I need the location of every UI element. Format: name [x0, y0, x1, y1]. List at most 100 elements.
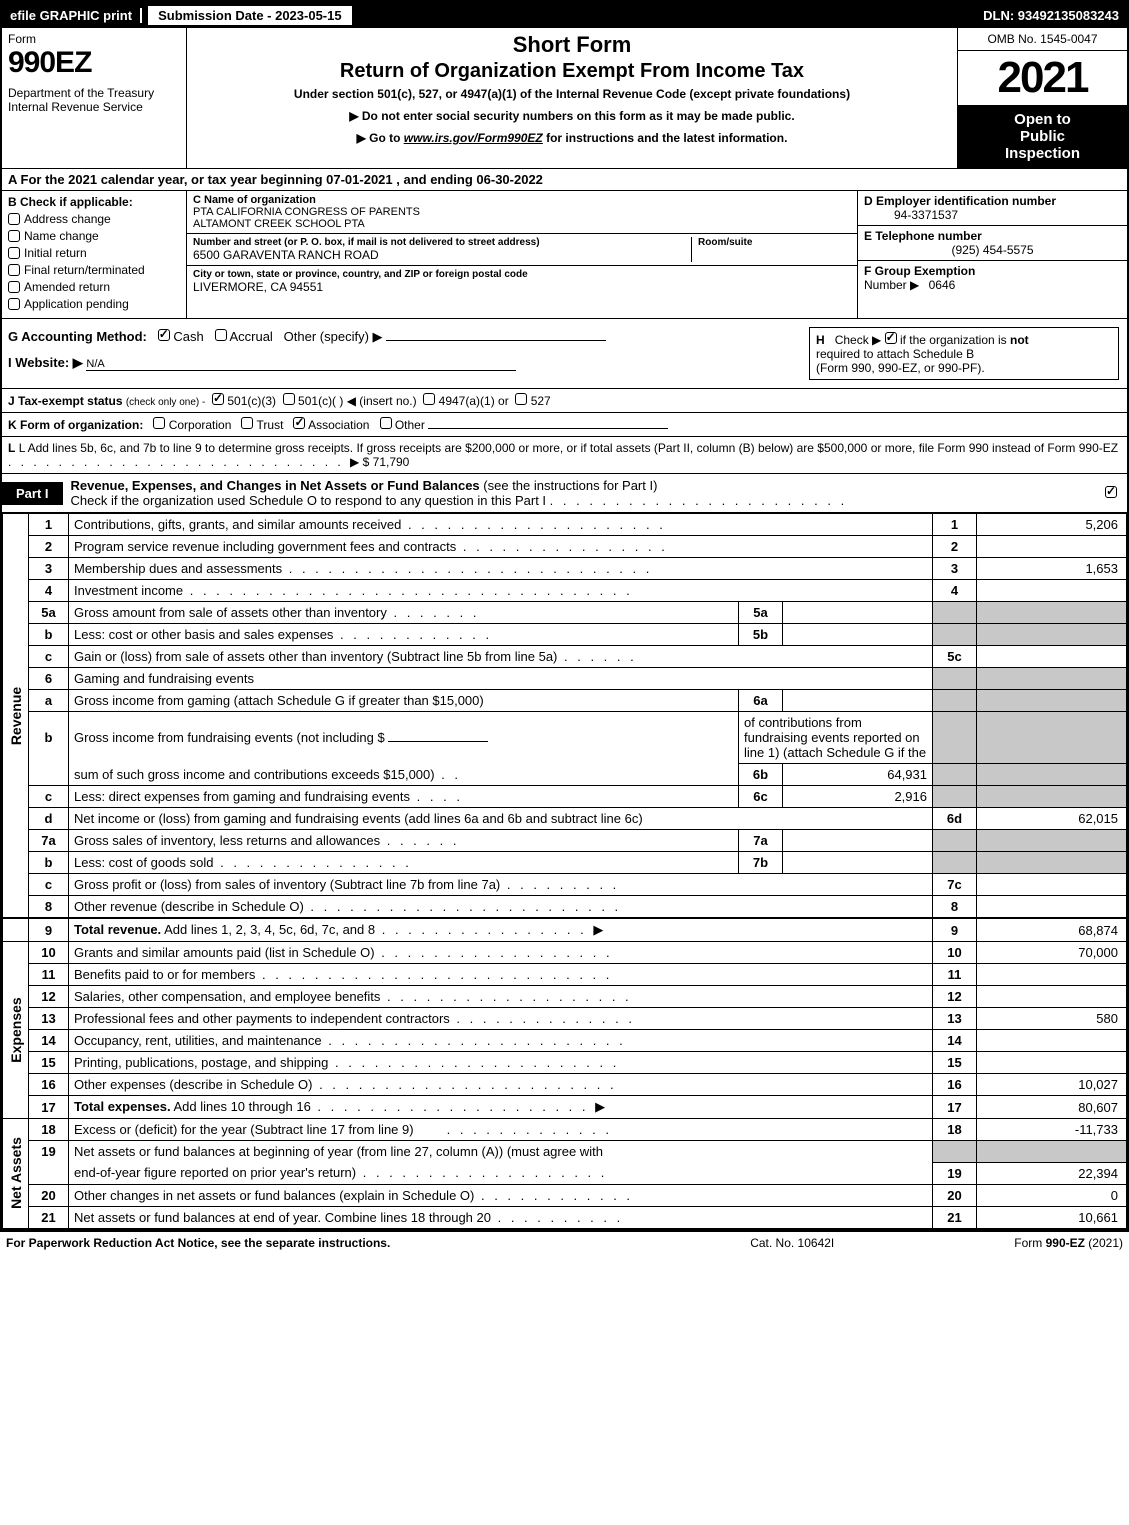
- city-value: LIVERMORE, CA 94551: [193, 280, 851, 294]
- form-word: Form: [8, 32, 180, 46]
- other-org-line[interactable]: [428, 428, 668, 429]
- table-row: 4 Investment income . . . . . . . . . . …: [3, 580, 1127, 602]
- checkbox-icon[interactable]: [8, 230, 20, 242]
- check-address-change[interactable]: Address change: [8, 212, 180, 226]
- table-row: 3 Membership dues and assessments . . . …: [3, 558, 1127, 580]
- table-row: 14 Occupancy, rent, utilities, and maint…: [3, 1030, 1127, 1052]
- dept-treasury: Department of the Treasury: [8, 86, 180, 100]
- title-left: Form 990EZ Department of the Treasury In…: [2, 28, 187, 168]
- table-row: 21 Net assets or fund balances at end of…: [3, 1206, 1127, 1228]
- section-j: J Tax-exempt status (check only one) - 5…: [2, 389, 1127, 413]
- table-row: a Gross income from gaming (attach Sched…: [3, 690, 1127, 712]
- other-specify-line[interactable]: [386, 327, 606, 341]
- title-center: Short Form Return of Organization Exempt…: [187, 28, 957, 168]
- goto-suffix: for instructions and the latest informat…: [543, 131, 788, 145]
- under-section: Under section 501(c), 527, or 4947(a)(1)…: [195, 87, 949, 101]
- table-row: 15 Printing, publications, postage, and …: [3, 1052, 1127, 1074]
- table-row: Revenue 1 Contributions, gifts, grants, …: [3, 514, 1127, 536]
- checkbox-icon[interactable]: [8, 281, 20, 293]
- section-b-header: B Check if applicable:: [8, 195, 180, 209]
- form-990ez: efile GRAPHIC print Submission Date - 20…: [0, 0, 1129, 1231]
- checkbox-assoc[interactable]: [293, 417, 305, 429]
- check-application-pending[interactable]: Application pending: [8, 297, 180, 311]
- ssn-warning: ▶ Do not enter social security numbers o…: [195, 109, 949, 123]
- check-final-return[interactable]: Final return/terminated: [8, 263, 180, 277]
- table-row: end-of-year figure reported on prior yea…: [3, 1162, 1127, 1184]
- schedule-o-check[interactable]: [1105, 486, 1127, 501]
- checkbox-527[interactable]: [515, 393, 527, 405]
- section-l: L L Add lines 5b, 6c, and 7b to line 9 t…: [2, 437, 1127, 474]
- checkbox-icon[interactable]: [8, 247, 20, 259]
- table-row: 16 Other expenses (describe in Schedule …: [3, 1074, 1127, 1096]
- table-row: b Less: cost or other basis and sales ex…: [3, 624, 1127, 646]
- table-row: 5a Gross amount from sale of assets othe…: [3, 602, 1127, 624]
- section-g: G Accounting Method: Cash Accrual Other …: [8, 327, 803, 345]
- table-row: c Less: direct expenses from gaming and …: [3, 786, 1127, 808]
- checkbox-accrual[interactable]: [215, 329, 227, 341]
- check-name-change[interactable]: Name change: [8, 229, 180, 243]
- table-row: 6 Gaming and fundraising events: [3, 668, 1127, 690]
- org-name-1: PTA CALIFORNIA CONGRESS OF PARENTS: [193, 206, 851, 218]
- table-row: b Less: cost of goods sold . . . . . . .…: [3, 852, 1127, 874]
- ein-value: 94-3371537: [864, 208, 1121, 222]
- table-row: 7a Gross sales of inventory, less return…: [3, 830, 1127, 852]
- identity-block: B Check if applicable: Address change Na…: [2, 191, 1127, 319]
- cat-no: Cat. No. 10642I: [750, 1236, 834, 1250]
- irs-link[interactable]: www.irs.gov/Form990EZ: [404, 131, 543, 145]
- expenses-side-label: Expenses: [3, 942, 29, 1119]
- table-row: c Gross profit or (loss) from sales of i…: [3, 874, 1127, 896]
- section-k: K Form of organization: Corporation Trus…: [2, 413, 1127, 437]
- checkbox-trust[interactable]: [241, 417, 253, 429]
- table-row: c Gain or (loss) from sale of assets oth…: [3, 646, 1127, 668]
- org-name-cell: C Name of organization PTA CALIFORNIA CO…: [187, 191, 857, 234]
- table-row: Expenses 10 Grants and similar amounts p…: [3, 942, 1127, 964]
- g-i-left: G Accounting Method: Cash Accrual Other …: [2, 319, 809, 388]
- checkbox-corp[interactable]: [153, 417, 165, 429]
- efile-label[interactable]: efile GRAPHIC print: [2, 8, 142, 23]
- checkbox-501c3[interactable]: [212, 393, 224, 405]
- table-row: 20 Other changes in net assets or fund b…: [3, 1184, 1127, 1206]
- checkbox-other-org[interactable]: [380, 417, 392, 429]
- g-h-i-block: G Accounting Method: Cash Accrual Other …: [2, 319, 1127, 389]
- checkbox-icon[interactable]: [8, 264, 20, 276]
- part-1-tab: Part I: [2, 482, 63, 505]
- checkbox-icon[interactable]: [8, 213, 20, 225]
- section-f: F Group Exemption Number ▶ 0646: [858, 261, 1127, 295]
- table-row: 8 Other revenue (describe in Schedule O)…: [3, 896, 1127, 919]
- org-name-2: ALTAMONT CREEK SCHOOL PTA: [193, 218, 851, 230]
- open-to-public-box: Open to Public Inspection: [958, 105, 1127, 168]
- street-cell: Number and street (or P. O. box, if mail…: [187, 234, 857, 266]
- city-cell: City or town, state or province, country…: [187, 266, 857, 297]
- amount-cell: 5,206: [977, 514, 1127, 536]
- footer-row: For Paperwork Reduction Act Notice, see …: [0, 1231, 1129, 1254]
- table-row: d Net income or (loss) from gaming and f…: [3, 808, 1127, 830]
- row-a-tax-year: A For the 2021 calendar year, or tax yea…: [2, 169, 1127, 191]
- revenue-side-label: Revenue: [3, 514, 29, 919]
- checkbox-4947[interactable]: [423, 393, 435, 405]
- title-right: OMB No. 1545-0047 2021 Open to Public In…: [957, 28, 1127, 168]
- omb-number: OMB No. 1545-0047: [958, 28, 1127, 51]
- checkbox-cash[interactable]: [158, 329, 170, 341]
- paperwork-notice: For Paperwork Reduction Act Notice, see …: [6, 1236, 390, 1250]
- table-row: 13 Professional fees and other payments …: [3, 1008, 1127, 1030]
- checkbox-icon[interactable]: [1105, 486, 1117, 498]
- checkbox-501c[interactable]: [283, 393, 295, 405]
- top-bar: efile GRAPHIC print Submission Date - 20…: [2, 2, 1127, 28]
- website-value: N/A: [86, 355, 516, 371]
- table-row: 2 Program service revenue including gove…: [3, 536, 1127, 558]
- checkbox-schedule-b[interactable]: [885, 332, 897, 344]
- form-number: 990EZ: [8, 46, 180, 80]
- gross-receipts-value: 71,790: [373, 455, 410, 469]
- net-assets-side-label: Net Assets: [3, 1119, 29, 1229]
- form-ref: Form 990-EZ (2021): [1014, 1236, 1123, 1250]
- section-d: D Employer identification number 94-3371…: [858, 191, 1127, 226]
- check-initial-return[interactable]: Initial return: [8, 246, 180, 260]
- table-row: 17 Total expenses. Add lines 10 through …: [3, 1096, 1127, 1119]
- check-amended-return[interactable]: Amended return: [8, 280, 180, 294]
- table-row: 9 Total revenue. Add lines 1, 2, 3, 4, 5…: [3, 918, 1127, 942]
- table-row: 12 Salaries, other compensation, and emp…: [3, 986, 1127, 1008]
- table-row: 11 Benefits paid to or for members . . .…: [3, 964, 1127, 986]
- table-row: 19 Net assets or fund balances at beginn…: [3, 1141, 1127, 1163]
- checkbox-icon[interactable]: [8, 298, 20, 310]
- return-of-title: Return of Organization Exempt From Incom…: [195, 60, 949, 83]
